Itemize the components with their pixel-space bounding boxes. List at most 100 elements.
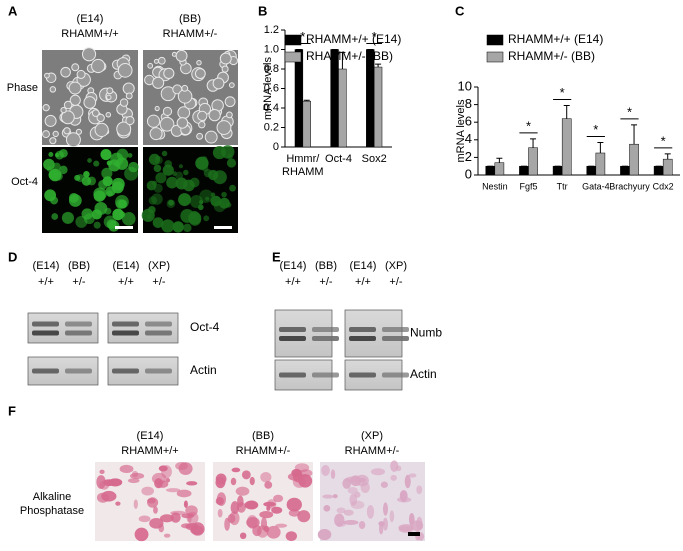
colony [216, 492, 227, 506]
cell [221, 191, 227, 198]
cell [69, 94, 81, 106]
colony [271, 506, 283, 514]
legend-label: RHAMM+/+ (E14) [306, 32, 401, 46]
colony [101, 490, 117, 502]
cell [204, 130, 218, 144]
error-bar [597, 141, 604, 153]
cell [106, 94, 112, 101]
panel-label: E [272, 249, 281, 264]
column-label: (BB) [252, 430, 274, 442]
scale-bar [115, 226, 133, 229]
cell [44, 72, 50, 79]
sample-label: (BB) [315, 260, 337, 272]
x-tick-label: Nestin [482, 181, 508, 191]
micrograph [42, 147, 139, 233]
colony [129, 472, 145, 480]
scale-bar [214, 226, 232, 229]
bar [629, 143, 639, 176]
error-bar [530, 138, 537, 148]
bar [528, 147, 538, 176]
colony [416, 485, 423, 495]
cell [96, 113, 105, 123]
colony [408, 473, 417, 478]
colony [153, 506, 158, 514]
colony [133, 499, 138, 509]
cell [168, 199, 175, 206]
row-label: Oct-4 [11, 176, 38, 188]
colony [266, 505, 271, 511]
cell [221, 65, 229, 73]
colony [370, 468, 386, 476]
cell [183, 169, 189, 176]
band [32, 321, 59, 327]
cell [155, 172, 167, 184]
colony [230, 477, 237, 486]
colony [350, 500, 365, 510]
colony [260, 471, 272, 483]
cell [224, 96, 236, 108]
band [382, 336, 409, 341]
bar [366, 49, 375, 148]
cell [166, 176, 178, 189]
colony [298, 474, 313, 488]
cell [175, 177, 188, 190]
cell [83, 171, 90, 178]
cell [68, 194, 82, 207]
colony [286, 497, 302, 512]
band-label: Oct-4 [190, 320, 220, 334]
colony [230, 501, 240, 515]
cell [162, 106, 173, 117]
significance-mark: * [372, 29, 377, 44]
cell [51, 213, 59, 220]
cell [198, 121, 206, 129]
column-label: (BB) [179, 13, 201, 25]
colony [147, 497, 159, 508]
legend-label: RHAMM+/- (BB) [306, 49, 393, 63]
cell [68, 81, 82, 95]
band [65, 321, 92, 327]
cell [146, 180, 157, 191]
band [32, 330, 59, 336]
column-label: RHAMM+/- [236, 445, 291, 457]
cell [71, 63, 80, 72]
cell [124, 166, 139, 181]
cell [225, 202, 232, 208]
colony [389, 510, 395, 523]
y-tick-label: 0 [465, 166, 472, 181]
y-tick-label: 0 [273, 141, 279, 153]
genotype-label: +/+ [285, 276, 301, 288]
genotype-label: +/- [152, 276, 165, 288]
y-tick-label: 10 [458, 78, 472, 93]
ap-image [95, 462, 205, 542]
colony [332, 494, 338, 499]
bar [519, 165, 529, 176]
colony [317, 529, 332, 541]
band [279, 327, 306, 332]
cell [210, 195, 222, 207]
cell [76, 69, 86, 79]
colony [263, 501, 276, 507]
colony [241, 470, 251, 480]
cell [162, 164, 174, 176]
cell [48, 169, 59, 180]
cell [148, 206, 156, 214]
colony [175, 462, 188, 471]
cell [163, 67, 175, 80]
cell [172, 221, 184, 233]
panel-label: B [258, 3, 267, 18]
cell [119, 98, 129, 107]
colony [266, 525, 281, 539]
cell [91, 58, 106, 74]
cell [125, 115, 135, 126]
band [145, 321, 172, 327]
cell [178, 193, 192, 207]
genotype-label: +/+ [355, 276, 371, 288]
band [112, 321, 139, 327]
bar [653, 165, 664, 176]
cell [196, 132, 204, 140]
cell [149, 127, 163, 141]
cell [189, 195, 203, 209]
column-label: RHAMM+/- [345, 445, 400, 457]
cell [148, 153, 161, 166]
